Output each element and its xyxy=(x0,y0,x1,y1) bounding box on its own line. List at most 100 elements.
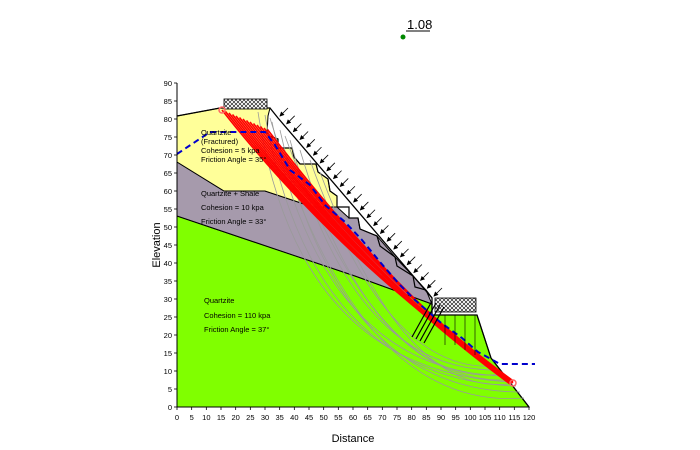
x-tick-label: 55 xyxy=(334,413,342,422)
load-arrow xyxy=(386,232,396,242)
x-tick-label: 105 xyxy=(479,413,492,422)
label-quartzite: Quartzite Cohesion = 110 kpa Friction An… xyxy=(204,296,271,334)
load-arrow xyxy=(312,146,322,156)
critical-slip-surface xyxy=(235,115,511,385)
load-arrow xyxy=(366,209,376,219)
toe-load xyxy=(434,297,477,313)
factor-of-safety: 1.08 xyxy=(400,17,432,40)
load-arrow xyxy=(306,139,316,148)
y-tick-label: 0 xyxy=(168,403,172,412)
load-arrow xyxy=(413,264,423,274)
load-arrow xyxy=(339,178,349,188)
load-arrow xyxy=(406,256,416,266)
label-quartzite-shale: Quartzite + Shale Cohesion = 10 kpa Fric… xyxy=(201,189,266,226)
x-tick-label: 120 xyxy=(523,413,536,422)
load-arrow xyxy=(359,201,369,211)
y-tick-label: 70 xyxy=(164,151,172,160)
x-tick-label: 5 xyxy=(190,413,194,422)
y-tick-label: 40 xyxy=(164,259,172,268)
x-tick-label: 95 xyxy=(451,413,459,422)
x-tick-label: 10 xyxy=(202,413,210,422)
x-tick-label: 85 xyxy=(422,413,430,422)
x-tick-label: 75 xyxy=(393,413,401,422)
x-tick-label: 115 xyxy=(508,413,520,422)
load-arrow xyxy=(326,162,336,172)
load-arrow xyxy=(373,217,383,227)
x-axis-ticks: 0 5 10 15 20 25 30 35 40 45 50 55 60 65 70 75 80 85 90 95 10… xyxy=(175,407,535,422)
y-tick-label: 65 xyxy=(164,169,172,178)
y-tick-label: 75 xyxy=(164,133,172,142)
load-arrow xyxy=(332,170,342,180)
label-line: Cohesion = 5 kpa xyxy=(201,146,260,155)
bench-outline xyxy=(266,134,433,299)
x-tick-label: 100 xyxy=(464,413,477,422)
trial-slip-surface xyxy=(264,114,517,387)
y-tick-label: 60 xyxy=(164,187,172,196)
y-tick-label: 20 xyxy=(164,331,172,340)
y-tick-label: 25 xyxy=(164,313,172,322)
x-tick-label: 50 xyxy=(319,413,327,422)
load-arrow xyxy=(393,240,403,250)
label-line: Friction Angle = 37° xyxy=(204,325,269,334)
load-arrow xyxy=(346,185,356,195)
y-tick-label: 80 xyxy=(164,115,172,124)
label-line: Cohesion = 10 kpa xyxy=(201,203,265,212)
load-arrow xyxy=(353,193,362,203)
x-tick-label: 0 xyxy=(175,413,179,422)
x-tick-label: 70 xyxy=(378,413,386,422)
y-tick-label: 85 xyxy=(164,97,172,106)
x-tick-label: 35 xyxy=(275,413,283,422)
x-tick-label: 110 xyxy=(494,413,506,422)
x-tick-label: 15 xyxy=(217,413,225,422)
y-tick-label: 35 xyxy=(164,277,172,286)
load-arrow xyxy=(379,225,389,234)
y-tick-label: 10 xyxy=(164,367,172,376)
y-tick-label: 90 xyxy=(164,79,172,88)
x-tick-label: 45 xyxy=(305,413,313,422)
anchors xyxy=(411,300,445,344)
y-tick-label: 50 xyxy=(164,223,172,232)
slope-load-arrows xyxy=(279,107,443,297)
label-line: (Fractured) xyxy=(201,137,239,146)
y-axis-title: Elevation xyxy=(151,222,163,267)
slip-exit-icon xyxy=(509,379,517,387)
y-tick-label: 30 xyxy=(164,295,172,304)
load-arrow xyxy=(319,154,329,164)
y-axis-ticks: 0 5 10 15 20 25 30 35 40 45 50 55 60 65 70 75 80 85 90 xyxy=(164,79,177,412)
material-labels: Quartzite (Fractured) Cohesion = 5 kpa F… xyxy=(201,128,271,334)
slip-entry-icon xyxy=(218,106,226,114)
x-tick-label: 60 xyxy=(349,413,357,422)
factor-of-safety-value: 1.08 xyxy=(407,17,432,32)
load-arrow xyxy=(292,123,302,133)
toe-posts xyxy=(444,315,476,355)
load-arrow xyxy=(399,248,409,258)
x-tick-label: 90 xyxy=(437,413,445,422)
y-tick-label: 45 xyxy=(164,241,172,250)
slip-center-icon xyxy=(400,34,406,40)
x-axis-title: Distance xyxy=(332,433,375,445)
label-line: Friction Angle = 35° xyxy=(201,155,266,164)
x-tick-label: 80 xyxy=(407,413,415,422)
y-tick-label: 55 xyxy=(164,205,172,214)
load-arrow xyxy=(426,279,436,289)
axes: 0 5 10 15 20 25 30 35 40 45 50 55 60 65 70 75 80 85 90 95 10… xyxy=(151,79,535,445)
x-tick-label: 30 xyxy=(261,413,269,422)
label-line: Cohesion = 110 kpa xyxy=(204,311,271,320)
y-tick-label: 5 xyxy=(168,385,172,394)
label-line: Quartzite xyxy=(204,296,234,305)
label-line: Quartzite + Shale xyxy=(201,189,259,198)
load-arrow xyxy=(286,115,295,125)
load-arrow xyxy=(433,287,443,297)
load-arrow xyxy=(279,107,289,117)
y-tick-label: 15 xyxy=(164,349,172,358)
water-table xyxy=(176,131,535,365)
crest-load xyxy=(223,98,268,110)
x-tick-label: 20 xyxy=(231,413,239,422)
label-line: Quartzite xyxy=(201,128,231,137)
label-quartzite-fractured: Quartzite (Fractured) Cohesion = 5 kpa F… xyxy=(201,128,266,164)
x-tick-label: 25 xyxy=(246,413,254,422)
label-line: Friction Angle = 33° xyxy=(201,217,266,226)
load-arrow xyxy=(420,272,429,281)
load-arrow xyxy=(299,131,309,141)
